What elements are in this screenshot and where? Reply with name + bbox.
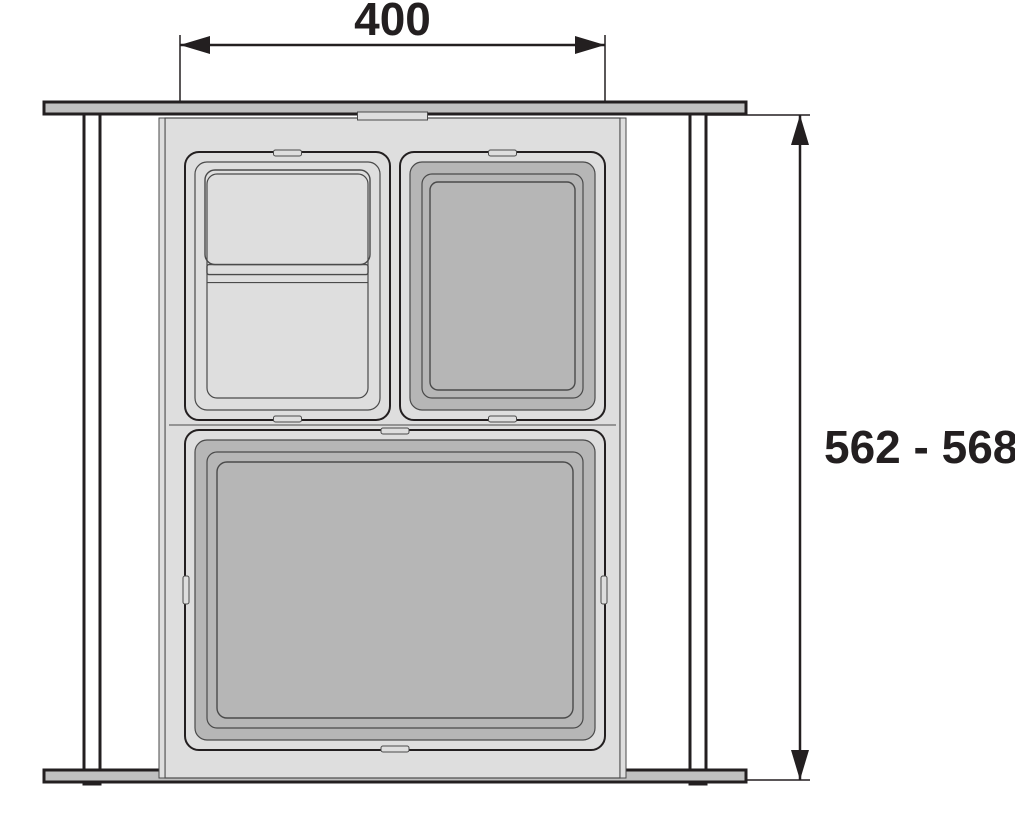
bin-top-right (400, 150, 605, 422)
insert-rail-left (159, 118, 165, 778)
insert-rail-right (620, 118, 626, 778)
lid-handle (207, 265, 368, 275)
arrowhead (575, 36, 605, 54)
insert-bridge (358, 112, 428, 120)
dimension-width-label: 400 (354, 0, 431, 45)
arrowhead (180, 36, 210, 54)
side-post-right (690, 110, 706, 784)
bin-top-left (185, 150, 390, 422)
dimension-height-label: 562 - 568 (824, 421, 1015, 473)
arrowhead (791, 115, 809, 145)
side-post-left (84, 110, 100, 784)
bin-bottom (183, 428, 607, 752)
arrowhead (791, 750, 809, 780)
